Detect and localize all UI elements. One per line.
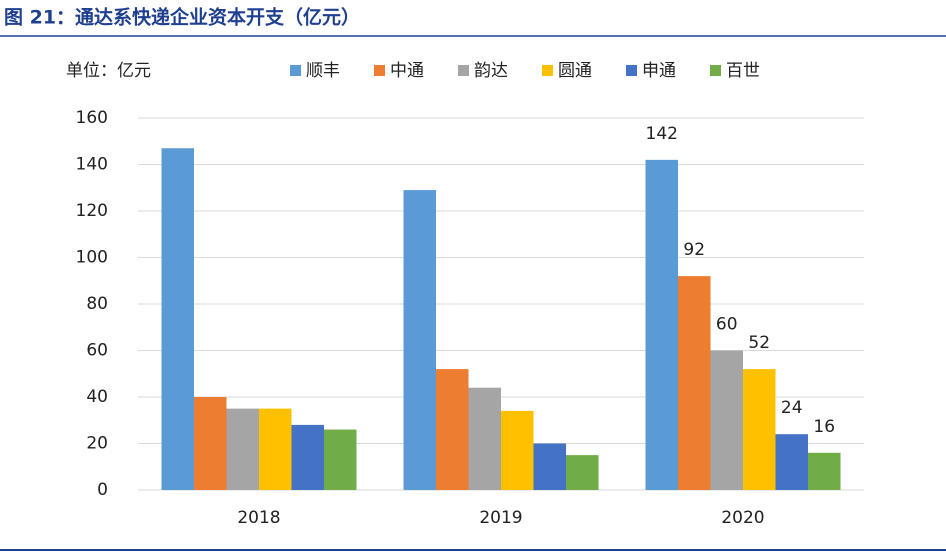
bar (710, 350, 743, 490)
bar (533, 443, 566, 490)
legend-swatch (626, 65, 637, 76)
y-tick-label: 60 (86, 341, 108, 361)
bar (194, 397, 227, 490)
x-tick-label: 2020 (721, 508, 764, 528)
legend-label: 圆通 (558, 61, 592, 81)
data-label: 60 (716, 315, 738, 335)
bar (566, 455, 599, 490)
y-tick-label: 100 (76, 248, 108, 268)
bar (645, 159, 678, 490)
legend-label: 百世 (726, 61, 760, 81)
bar (501, 410, 534, 490)
x-tick-label: 2019 (479, 508, 522, 528)
bar (436, 369, 469, 490)
y-tick-label: 40 (86, 387, 108, 407)
bar (161, 148, 194, 490)
bar (743, 369, 776, 490)
y-tick-label: 160 (76, 108, 108, 128)
bar (291, 424, 324, 490)
y-tick-label: 140 (76, 155, 108, 175)
legend-swatch (710, 65, 721, 76)
data-label: 16 (813, 417, 835, 437)
x-tick-label: 2018 (237, 508, 280, 528)
legend-label: 顺丰 (306, 61, 340, 81)
y-tick-label: 80 (86, 294, 108, 314)
y-tick-label: 120 (76, 201, 108, 221)
bar (226, 408, 259, 490)
y-tick-label: 20 (86, 434, 108, 454)
bar (808, 452, 841, 490)
data-label: 92 (683, 240, 705, 260)
legend-label: 申通 (642, 61, 676, 81)
bar (259, 408, 292, 490)
bar (678, 276, 711, 490)
legend-label: 韵达 (474, 61, 508, 81)
bar (468, 387, 501, 490)
unit-label: 单位：亿元 (66, 61, 151, 81)
bar (403, 190, 436, 490)
legend-swatch (374, 65, 385, 76)
data-label: 52 (748, 333, 770, 353)
legend-label: 中通 (390, 61, 424, 81)
bar (324, 429, 357, 490)
legend-swatch (458, 65, 469, 76)
data-label: 24 (781, 398, 803, 418)
y-tick-label: 0 (97, 480, 108, 500)
legend-swatch (290, 65, 301, 76)
data-label: 142 (646, 124, 678, 144)
legend-swatch (542, 65, 553, 76)
bar (775, 434, 808, 490)
chart-title: 图 21：通达系快递企业资本开支（亿元） (4, 6, 360, 29)
